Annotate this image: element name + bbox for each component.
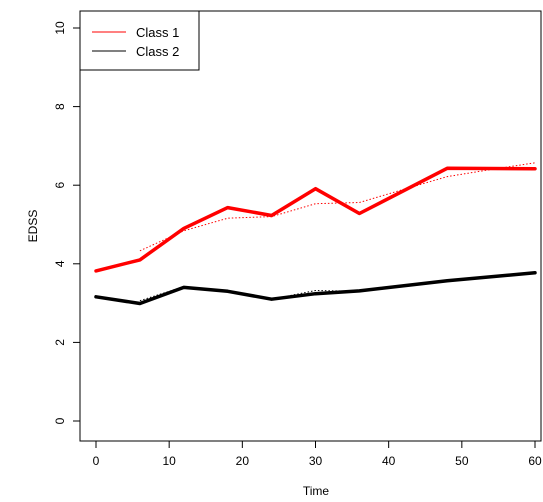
y-axis: 0 2 4 6 8 10 [53, 21, 81, 424]
x-tick-label: 30 [309, 454, 323, 468]
legend-label-class-2: Class 2 [136, 44, 179, 59]
y-axis-title: EDSS [26, 210, 40, 243]
x-tick-label: 50 [455, 454, 469, 468]
legend: Class 1 Class 2 [79, 10, 200, 71]
y-tick-label: 8 [53, 103, 67, 110]
series-line-red [94, 166, 537, 273]
y-tick-label: 4 [53, 260, 67, 267]
y-tick-label: 6 [53, 182, 67, 189]
fitted-line-red [139, 162, 536, 252]
plot-box [79, 10, 542, 442]
x-tick-label: 20 [236, 454, 250, 468]
legend-label-class-1: Class 1 [136, 25, 179, 40]
x-axis-title: Time [303, 484, 330, 498]
legend-box [79, 10, 200, 71]
series-line-black [94, 271, 537, 306]
x-tick-label: 60 [528, 454, 542, 468]
x-tick-label: 0 [93, 454, 100, 468]
y-tick-label: 2 [53, 339, 67, 346]
x-tick-label: 10 [162, 454, 176, 468]
y-tick-label: 10 [53, 21, 67, 35]
y-tick-label: 0 [53, 417, 67, 424]
series-layer [94, 162, 537, 306]
x-axis: 0 10 20 30 40 50 60 [93, 440, 542, 468]
x-tick-label: 40 [382, 454, 396, 468]
